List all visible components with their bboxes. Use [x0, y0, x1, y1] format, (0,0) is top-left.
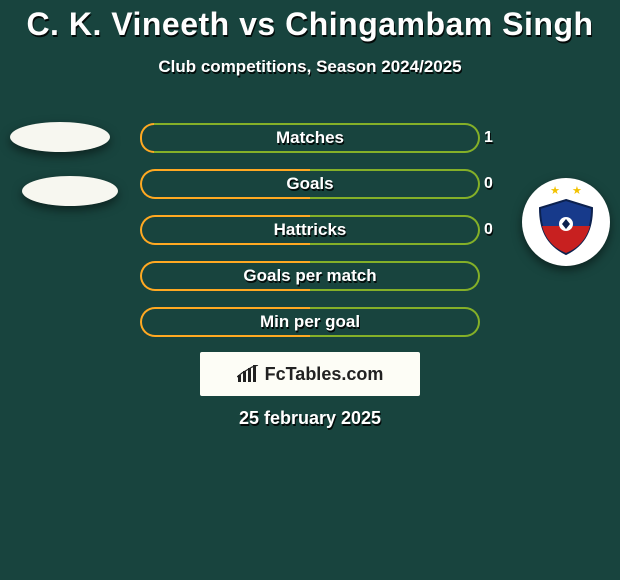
- bar-left: [140, 261, 310, 291]
- bar-right: [154, 123, 480, 153]
- bar-left: [140, 169, 310, 199]
- stat-right-value: 0: [484, 215, 524, 245]
- stat-right-value: [484, 307, 524, 337]
- stat-row: Hattricks 0: [0, 210, 620, 256]
- stat-row: Goals per match: [0, 256, 620, 302]
- stats-chart: Matches 1 Goals 0 Hattricks 0 Goals per …: [0, 118, 620, 348]
- bar-right: [310, 169, 480, 199]
- stat-row: Min per goal: [0, 302, 620, 348]
- bar-right: [310, 307, 480, 337]
- watermark: FcTables.com: [200, 352, 420, 396]
- comparison-subtitle: Club competitions, Season 2024/2025: [0, 57, 620, 77]
- stat-row: Matches 1: [0, 118, 620, 164]
- bar-right: [310, 215, 480, 245]
- stat-right-value: 0: [484, 169, 524, 199]
- bar-right: [310, 261, 480, 291]
- bar-chart-icon: [237, 365, 259, 383]
- snapshot-date: 25 february 2025: [0, 408, 620, 429]
- bar-left: [140, 307, 310, 337]
- stat-row: Goals 0: [0, 164, 620, 210]
- stat-right-value: 1: [484, 123, 524, 153]
- bar-left: [140, 123, 154, 153]
- stat-right-value: [484, 261, 524, 291]
- bar-left: [140, 215, 310, 245]
- watermark-text: FcTables.com: [265, 364, 384, 385]
- comparison-title: C. K. Vineeth vs Chingambam Singh: [0, 0, 620, 43]
